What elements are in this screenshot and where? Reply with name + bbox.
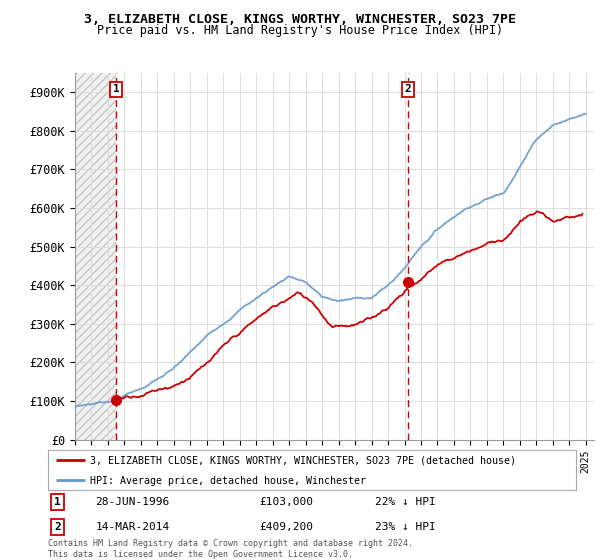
Text: Price paid vs. HM Land Registry's House Price Index (HPI): Price paid vs. HM Land Registry's House … — [97, 24, 503, 36]
Text: £409,200: £409,200 — [259, 522, 313, 532]
Bar — [75, 73, 116, 440]
Text: 14-MAR-2014: 14-MAR-2014 — [95, 522, 170, 532]
Text: 23% ↓ HPI: 23% ↓ HPI — [376, 522, 436, 532]
Text: HPI: Average price, detached house, Winchester: HPI: Average price, detached house, Winc… — [90, 476, 366, 486]
Text: 2: 2 — [404, 85, 411, 94]
Text: 3, ELIZABETH CLOSE, KINGS WORTHY, WINCHESTER, SO23 7PE: 3, ELIZABETH CLOSE, KINGS WORTHY, WINCHE… — [84, 13, 516, 26]
Text: 1: 1 — [54, 497, 61, 507]
Text: Contains HM Land Registry data © Crown copyright and database right 2024.
This d: Contains HM Land Registry data © Crown c… — [48, 539, 413, 559]
Text: 28-JUN-1996: 28-JUN-1996 — [95, 497, 170, 507]
Text: 22% ↓ HPI: 22% ↓ HPI — [376, 497, 436, 507]
Text: £103,000: £103,000 — [259, 497, 313, 507]
Text: 3, ELIZABETH CLOSE, KINGS WORTHY, WINCHESTER, SO23 7PE (detached house): 3, ELIZABETH CLOSE, KINGS WORTHY, WINCHE… — [90, 456, 516, 465]
Text: 1: 1 — [113, 85, 119, 94]
Text: 2: 2 — [54, 522, 61, 532]
